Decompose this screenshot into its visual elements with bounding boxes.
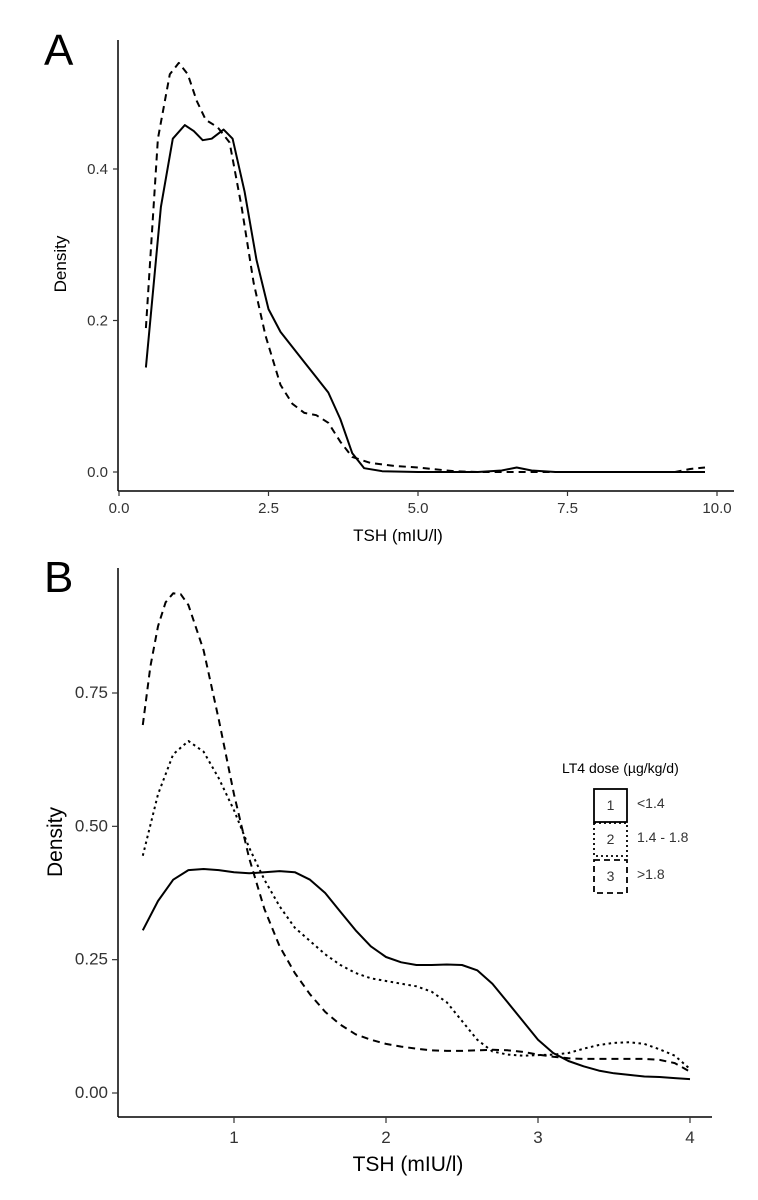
y-tick-label: 0.75 [75,683,108,702]
legend-label-2: 1.4 - 1.8 [637,829,689,845]
legend-entry-2: 2 1.4 - 1.8 [593,822,689,857]
legend-entry-1: 1 <1.4 [593,788,665,823]
x-tick-label: 1 [229,1128,238,1147]
legend-key-solid [593,788,628,823]
y-tick-label: 0.25 [75,950,108,969]
legend-key-2: 2 [607,831,615,847]
y-tick-label: 0.00 [75,1083,108,1102]
panel-a-x-title: TSH (mIU/l) [353,526,443,545]
panel-b: B 1 2 3 4 0.00 0.25 0.50 0.75 TSH (mIU/l) Dens… [44,553,712,1176]
panel-b-y-title: Density [44,806,67,877]
legend: LT4 dose (µg/kg/d) 1 <1.4 2 1.4 - 1.8 3 … [562,760,689,894]
legend-key-dashed [593,859,628,894]
legend-label-3: >1.8 [637,866,665,882]
legend-key-dotted [593,822,628,857]
panel-a-x-ticks: 0.0 2.5 5.0 7.5 10.0 [109,491,732,517]
x-tick-label: 0.0 [109,500,130,517]
legend-title: LT4 dose (µg/kg/d) [562,760,679,776]
legend-entry-3: 3 >1.8 [593,859,665,894]
x-tick-label: 2 [381,1128,390,1147]
series-line-dashed [141,592,691,1073]
legend-key-1: 1 [607,797,615,813]
x-tick-label: 5.0 [408,500,429,517]
x-tick-label: 2.5 [258,500,279,517]
panel-a-letter: A [44,26,74,75]
series-line-dotted [141,740,691,1070]
panel-b-series [141,592,691,1081]
panel-b-x-title: TSH (mIU/l) [353,1153,464,1176]
legend-label-1: <1.4 [637,795,665,811]
y-tick-label: 0.50 [75,816,108,835]
panel-b-letter: B [44,553,73,602]
x-tick-label: 7.5 [557,500,578,517]
y-tick-label: 0.4 [87,161,108,178]
y-tick-label: 0.2 [87,313,108,330]
series-line-solid [141,868,691,1081]
panel-a-y-title: Density [51,235,70,292]
x-tick-label: 10.0 [702,500,731,517]
x-tick-label: 4 [685,1128,694,1147]
series-line-solid [144,124,705,473]
legend-key-3: 3 [607,868,615,884]
y-tick-label: 0.0 [87,464,108,481]
panel-a-series [144,61,706,473]
panel-a: A 0.0 2.5 5.0 7.5 10.0 0.0 0.2 0.4 TSH (mIU/l)… [44,26,734,545]
x-tick-label: 3 [533,1128,542,1147]
series-line-dashed [144,61,706,473]
panel-b-y-ticks: 0.00 0.25 0.50 0.75 [75,683,118,1102]
panel-b-x-ticks: 1 2 3 4 [229,1117,695,1147]
panel-a-y-ticks: 0.0 0.2 0.4 [87,161,118,481]
